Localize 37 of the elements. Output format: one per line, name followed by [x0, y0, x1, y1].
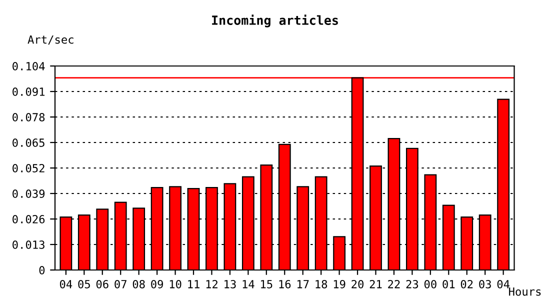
y-tick-label: 0.065: [12, 138, 44, 147]
y-tick-label: 0.078: [12, 113, 45, 122]
x-tick-label: 11: [188, 280, 200, 288]
y-tick-label: 0: [39, 266, 45, 274]
x-tick-label: 04: [497, 280, 510, 288]
x-tick-label: 05: [78, 280, 90, 288]
x-tick-label: 20: [352, 280, 364, 288]
x-tick-label: 17: [297, 280, 309, 288]
x-tick-label: 16: [279, 280, 291, 288]
y-axis-title: Art/sec: [28, 35, 74, 45]
y-tick-label: 0.091: [12, 88, 45, 96]
x-tick-label: 00: [424, 280, 436, 288]
y-tick-label: 0.052: [12, 164, 44, 172]
x-tick-label: 07: [114, 280, 126, 288]
x-tick-label: 02: [460, 280, 473, 288]
y-tick-label: 0.039: [12, 190, 45, 198]
x-tick-label: 08: [132, 280, 145, 288]
x-tick-label: 09: [151, 280, 163, 288]
x-axis-title: Hours: [509, 287, 541, 296]
y-tick-label: 0.013: [12, 240, 44, 249]
x-tick-label: 06: [96, 280, 108, 288]
y-tick-label: 0.104: [12, 62, 45, 70]
x-tick-label: 03: [479, 280, 491, 288]
x-tick-label: 15: [261, 280, 272, 288]
x-tick-label: 14: [242, 280, 254, 288]
x-tick-label: 13: [224, 280, 236, 288]
chart-title: Incoming articles: [212, 14, 338, 28]
x-tick-label: 23: [406, 280, 418, 288]
x-tick-label: 10: [170, 280, 182, 288]
x-tick-label: 18: [316, 280, 328, 288]
x-tick-label: 04: [60, 280, 72, 288]
x-tick-label: 01: [442, 280, 455, 288]
x-tick-label: 22: [388, 280, 400, 288]
x-tick-label: 19: [334, 280, 346, 288]
x-tick-label: 21: [370, 280, 382, 288]
x-tick-label: 12: [206, 280, 218, 288]
y-tick-label: 0.026: [12, 215, 45, 224]
